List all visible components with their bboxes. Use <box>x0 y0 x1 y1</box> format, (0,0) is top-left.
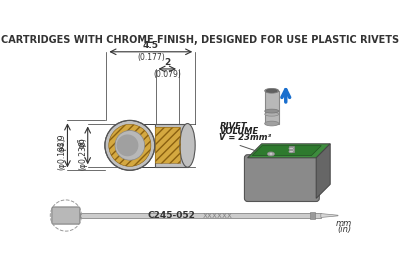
Ellipse shape <box>265 121 279 126</box>
Text: mm: mm <box>336 220 352 228</box>
Text: V = 23mm³: V = 23mm³ <box>220 133 272 142</box>
Bar <box>310 212 315 219</box>
Circle shape <box>105 120 155 170</box>
Text: (0.177): (0.177) <box>137 53 165 62</box>
Circle shape <box>116 134 138 156</box>
Ellipse shape <box>265 109 279 113</box>
Bar <box>155 123 188 167</box>
Circle shape <box>109 124 151 166</box>
Bar <box>155 127 180 163</box>
FancyBboxPatch shape <box>52 207 80 224</box>
Bar <box>289 146 294 152</box>
Ellipse shape <box>266 89 277 92</box>
Polygon shape <box>248 144 330 158</box>
Ellipse shape <box>265 112 279 116</box>
Text: φ6: φ6 <box>78 137 87 148</box>
Text: RIVET: RIVET <box>220 122 247 131</box>
Text: (in): (in) <box>337 225 351 234</box>
Text: CARTRIDGES WITH CHROME FINISH, DESIGNED FOR USE PLASTIC RIVETS: CARTRIDGES WITH CHROME FINISH, DESIGNED … <box>1 35 399 45</box>
Text: 4.5: 4.5 <box>143 41 159 50</box>
Circle shape <box>115 131 145 160</box>
Bar <box>265 91 279 123</box>
Ellipse shape <box>180 123 195 167</box>
Ellipse shape <box>265 88 279 93</box>
Ellipse shape <box>269 153 273 155</box>
Text: VOLUME: VOLUME <box>220 127 259 137</box>
Bar <box>155 127 180 163</box>
Ellipse shape <box>289 150 294 153</box>
Ellipse shape <box>268 152 274 156</box>
Polygon shape <box>316 144 330 198</box>
Polygon shape <box>321 214 338 218</box>
FancyBboxPatch shape <box>244 155 319 202</box>
Text: (φ0.193): (φ0.193) <box>58 137 67 169</box>
Text: (0.079): (0.079) <box>153 70 181 79</box>
Text: 2: 2 <box>164 58 170 67</box>
Text: (φ0.236): (φ0.236) <box>78 137 87 169</box>
Bar <box>80 213 321 218</box>
Text: φ4.9: φ4.9 <box>58 133 67 152</box>
Text: xxxxxx: xxxxxx <box>202 211 232 220</box>
Text: C245-052: C245-052 <box>148 211 196 220</box>
Ellipse shape <box>289 147 294 150</box>
Polygon shape <box>252 146 321 156</box>
